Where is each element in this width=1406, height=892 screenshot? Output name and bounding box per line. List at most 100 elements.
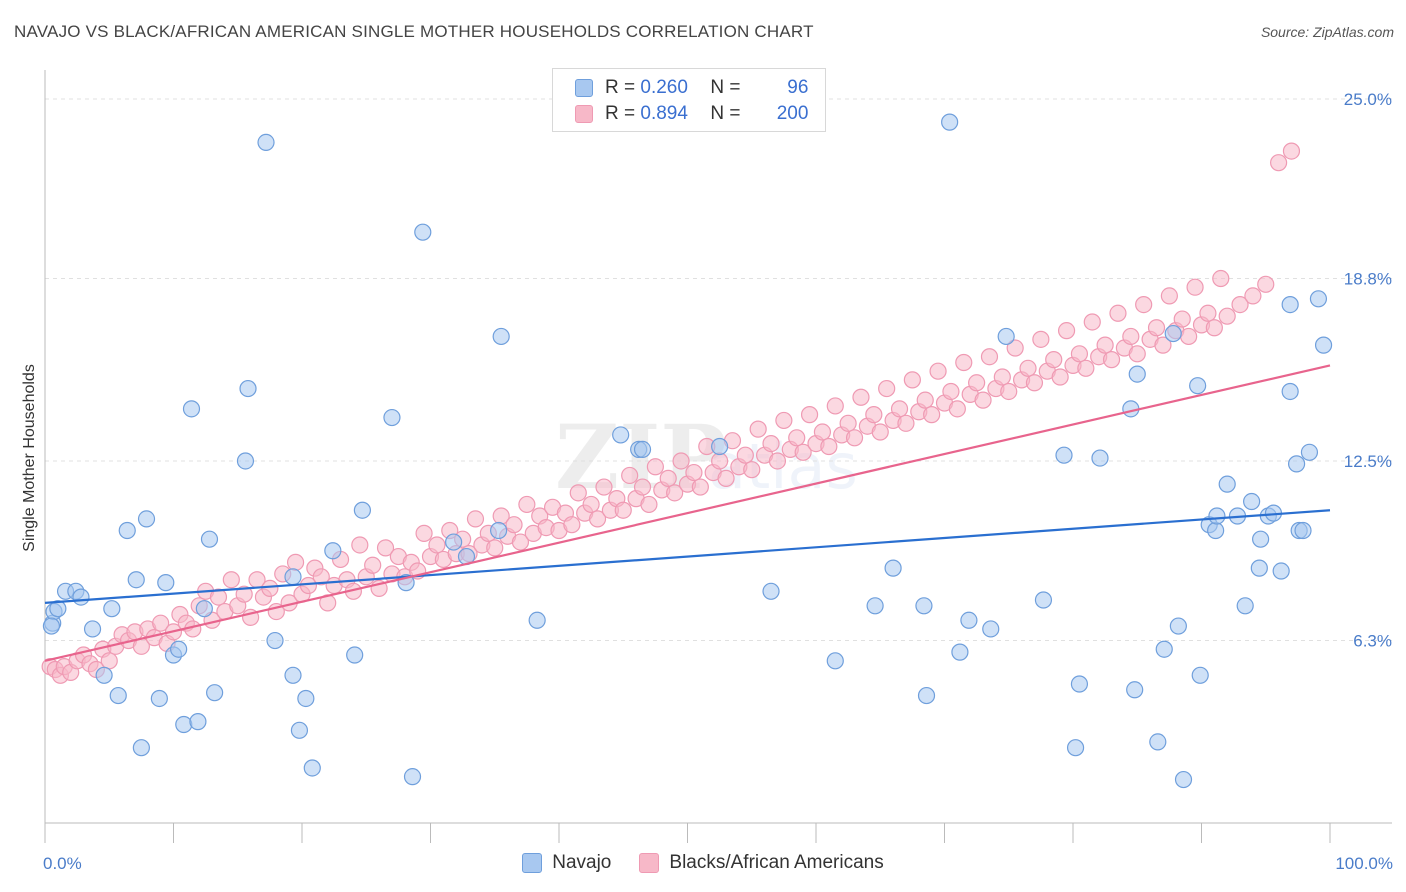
legend-label-black: Blacks/African Americans	[669, 852, 884, 873]
trend-lines	[44, 364, 1331, 662]
black-point	[826, 397, 844, 415]
black-point	[466, 510, 485, 528]
legend-label-navajo: Navajo	[552, 852, 612, 873]
y-tick-label: 12.5%	[1344, 452, 1392, 471]
navajo-point	[257, 133, 275, 152]
navajo-point	[1189, 377, 1207, 395]
black-point	[980, 348, 999, 366]
navajo-point	[960, 611, 978, 629]
navajo-point	[236, 452, 255, 470]
navajo-point	[1207, 521, 1225, 540]
black-point	[871, 423, 889, 441]
black-point	[1000, 382, 1018, 401]
navajo-point	[982, 620, 1000, 638]
black-point	[1070, 345, 1089, 363]
navajo-point	[403, 768, 422, 786]
black-point	[942, 382, 960, 401]
navajo-point	[157, 574, 175, 592]
navajo-point	[1208, 507, 1226, 525]
black-point	[993, 368, 1011, 386]
navajo-point	[195, 600, 213, 618]
legend-swatch-black	[575, 105, 593, 123]
black-point	[646, 458, 664, 476]
black-point	[505, 516, 523, 534]
legend-r-label: R =	[605, 103, 636, 124]
navajo-point	[324, 542, 342, 560]
x-tick-label: 100.0%	[1335, 854, 1393, 873]
black-point	[923, 406, 941, 424]
black-point	[614, 501, 632, 519]
black-point	[948, 400, 966, 418]
navajo-point	[346, 646, 364, 664]
black-point	[878, 379, 896, 398]
black-point	[518, 495, 536, 514]
black-point	[691, 478, 709, 496]
navajo-point	[1218, 475, 1236, 493]
navajo-point	[1174, 770, 1193, 789]
navajo-point	[182, 400, 201, 418]
black-point	[595, 478, 613, 496]
black-point	[1244, 287, 1262, 305]
legend-n-label: N =	[710, 77, 741, 98]
legend-item-navajo[interactable]: Navajo	[522, 852, 611, 874]
navajo-point	[1281, 295, 1299, 314]
black-point	[621, 466, 639, 485]
black-point	[261, 579, 279, 598]
navajo-point	[1128, 365, 1146, 383]
black-trend-line	[44, 364, 1331, 662]
navajo-point	[490, 521, 508, 540]
legend-item-black[interactable]: Blacks/African Americans	[639, 852, 884, 874]
black-point	[672, 452, 690, 470]
navajo-point	[150, 689, 168, 708]
black-point	[903, 371, 921, 389]
black-point	[736, 446, 754, 464]
black-point	[685, 463, 703, 482]
navajo-point	[1314, 336, 1333, 354]
black-point	[768, 452, 787, 470]
black-point	[1282, 142, 1301, 160]
black-point	[897, 414, 915, 432]
black-point	[1109, 304, 1127, 322]
navajo-point	[917, 686, 936, 705]
legend-n-value: 200	[776, 103, 809, 124]
black-point	[582, 495, 600, 514]
black-point	[364, 556, 382, 574]
black-point	[1269, 154, 1288, 172]
black-point	[1135, 295, 1153, 314]
navajo-point	[1034, 591, 1053, 609]
navajo-point	[492, 327, 510, 346]
black-point	[1025, 374, 1044, 392]
black-point	[839, 414, 857, 432]
navajo-point	[132, 739, 150, 757]
black-point	[633, 478, 652, 496]
black-point	[1147, 319, 1166, 337]
black-point	[640, 495, 658, 514]
x-tick-label: 0.0%	[43, 854, 82, 873]
black-point	[376, 539, 395, 557]
navajo-point	[303, 759, 321, 777]
black-point	[852, 388, 870, 406]
navajo-point	[1191, 666, 1209, 684]
black-point	[1019, 359, 1037, 377]
navajo-point	[42, 617, 61, 635]
navajo-point	[941, 113, 959, 131]
black-point	[1173, 310, 1191, 328]
black-point	[659, 469, 677, 487]
black-point	[762, 435, 780, 453]
navajo-point	[1070, 675, 1089, 693]
black-point	[788, 429, 806, 447]
black-point	[1096, 336, 1114, 354]
navajo-series-points	[42, 113, 1333, 789]
navajo-point	[1236, 597, 1254, 615]
navajo-point	[72, 588, 90, 606]
black-point	[1122, 327, 1140, 346]
navajo-point	[1155, 640, 1173, 658]
series-legend: Navajo Blacks/African Americans	[0, 852, 1406, 874]
navajo-point	[353, 501, 371, 519]
black-point	[800, 406, 819, 424]
black-point	[1045, 351, 1063, 369]
legend-n-value: 96	[787, 77, 809, 98]
black-point	[1186, 278, 1204, 296]
black-point	[1205, 319, 1223, 337]
